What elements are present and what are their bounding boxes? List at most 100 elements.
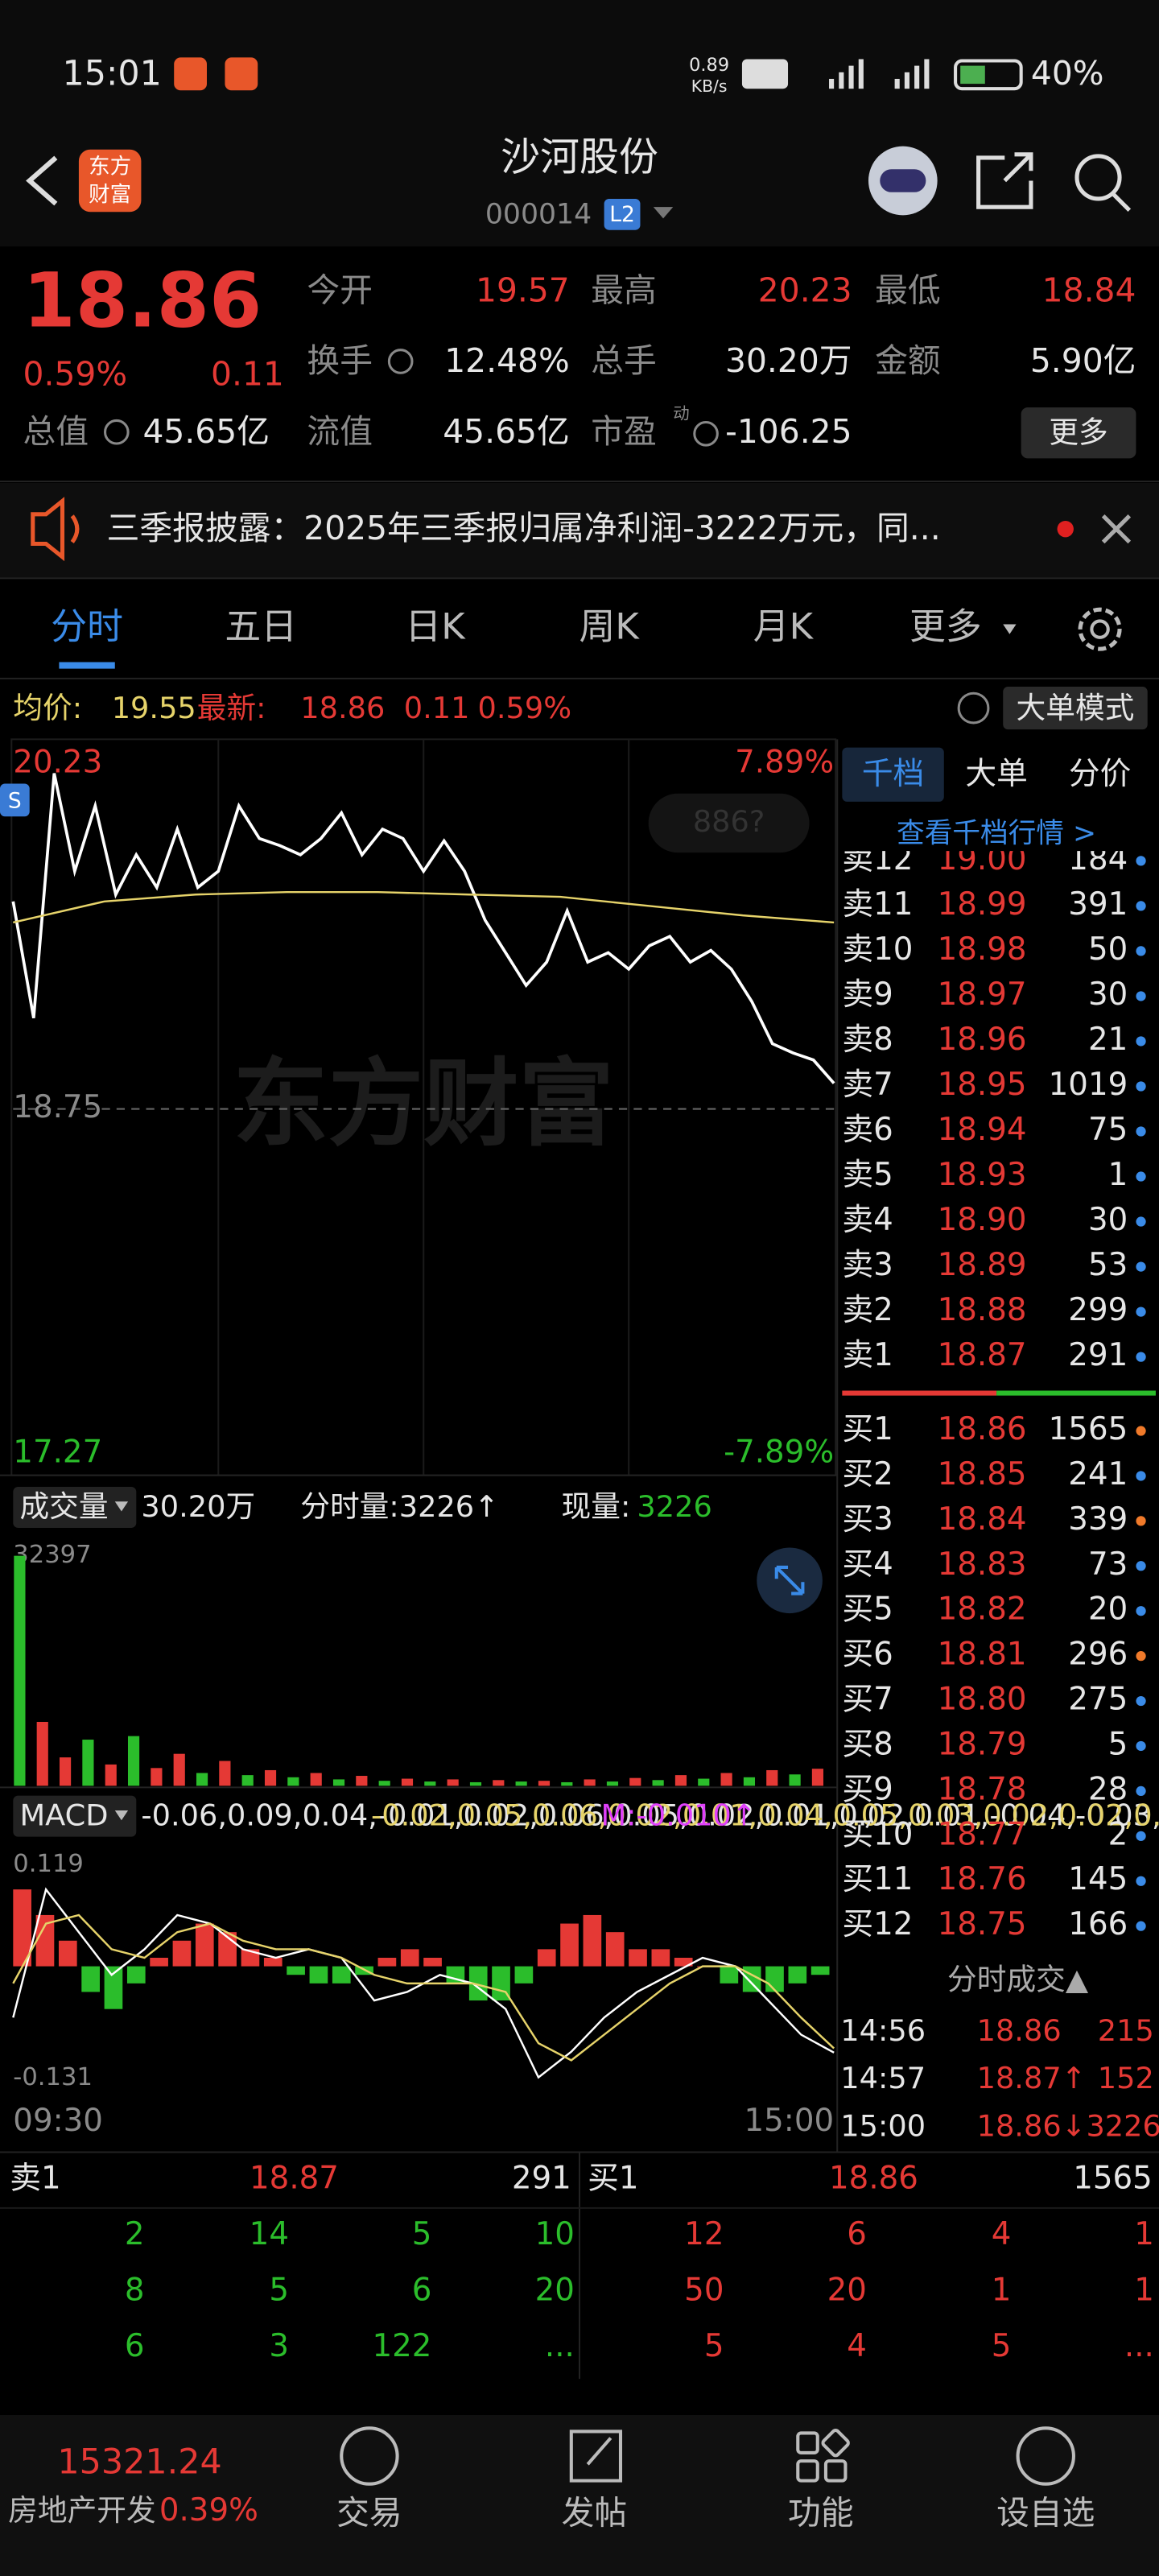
- volume-select-text[interactable]: 成交量: [19, 1489, 108, 1524]
- volume-select[interactable]: [13, 1486, 137, 1528]
- bubble[interactable]: [648, 793, 810, 853]
- nav-label[interactable]: 功能: [788, 2493, 854, 2532]
- book-dot: [1136, 1695, 1146, 1707]
- dropdown-icon[interactable]: [653, 207, 674, 219]
- volume-bar: [789, 1774, 801, 1786]
- info-icon[interactable]: [104, 419, 130, 445]
- dea-line: [12, 1913, 835, 2062]
- close-button[interactable]: [1101, 514, 1132, 544]
- marker-text: S: [8, 788, 22, 813]
- field-value: 30.20万: [725, 341, 852, 380]
- volume-bar: [561, 1781, 573, 1786]
- volume-bar: [469, 1781, 482, 1786]
- sell-queue: 8: [125, 2272, 145, 2308]
- book-tab[interactable]: 大单: [965, 756, 1027, 792]
- header-bg: [0, 0, 1159, 247]
- tab[interactable]: 五日: [225, 605, 297, 648]
- macd-bar: [287, 1966, 305, 1975]
- book-label: 买5: [842, 1591, 893, 1628]
- tab[interactable]: 日K: [405, 605, 466, 648]
- book-link[interactable]: 查看千档行情 >: [897, 818, 1096, 850]
- tab[interactable]: 周K: [580, 605, 641, 648]
- field-value: 5.90亿: [1030, 341, 1136, 380]
- function-icon[interactable]: [796, 2429, 850, 2483]
- y-tick-label: 32397: [13, 1541, 91, 1569]
- volume-bar: [287, 1777, 299, 1786]
- volume-bar: [515, 1781, 527, 1786]
- pe-mark: 动: [673, 403, 689, 423]
- macd-bar: [765, 1966, 784, 1992]
- field-label: 金额: [875, 341, 941, 380]
- nav-label[interactable]: 发帖: [562, 2493, 628, 2532]
- y-tick-label: 20.23: [13, 744, 102, 780]
- tab[interactable]: 月K: [753, 605, 815, 648]
- book-tab[interactable]: 分价: [1069, 756, 1131, 792]
- nav-label[interactable]: 设自选: [996, 2493, 1095, 2532]
- macd-select[interactable]: [13, 1795, 137, 1837]
- settings-button[interactable]: [1078, 607, 1122, 651]
- tab[interactable]: 更多: [909, 605, 982, 648]
- volume-bar: [59, 1757, 72, 1786]
- book-dot: [1136, 901, 1146, 911]
- y-tick-label: 17.27: [13, 1435, 102, 1471]
- share-button[interactable]: [976, 152, 1033, 209]
- macd-bar: [241, 1949, 260, 1967]
- book-tab[interactable]: 千档: [862, 756, 924, 792]
- latest-change: 0.11: [404, 691, 470, 725]
- logo-text: 东方: [89, 155, 131, 180]
- book-dot: [1136, 1126, 1146, 1137]
- field-label: 换手: [307, 341, 373, 380]
- volume-bar: [698, 1778, 710, 1786]
- logo: [78, 149, 142, 213]
- watchlist-icon[interactable]: [1016, 2426, 1075, 2486]
- notice-bg[interactable]: [0, 483, 1159, 579]
- badge: L2: [609, 202, 635, 227]
- sell-queue: 10: [535, 2216, 575, 2252]
- y-tick-label: -0.131: [13, 2063, 93, 2091]
- book-volume: 28: [1088, 1771, 1128, 1807]
- back-button[interactable]: [26, 155, 58, 206]
- notice-text[interactable]: 三季报披露：2025年三季报归属净利润-3222万元，同...: [107, 509, 941, 547]
- tab[interactable]: 分时: [51, 605, 123, 648]
- tab-dropdown: [1003, 624, 1017, 634]
- book-price: 19.00: [938, 841, 1027, 877]
- sell-queue: 6: [125, 2328, 145, 2364]
- index-value: 15321.24: [57, 2442, 221, 2483]
- search-button[interactable]: [1074, 154, 1122, 201]
- volume-bar: [151, 1768, 163, 1786]
- avg-label: 均价:: [13, 691, 82, 725]
- sector-name: 房地产开发: [8, 2493, 156, 2528]
- change: 0.11: [211, 354, 284, 393]
- help-icon[interactable]: [957, 691, 990, 724]
- more-text[interactable]: 更多: [1049, 415, 1107, 449]
- book-volume: 1019: [1049, 1067, 1128, 1103]
- info-icon[interactable]: [693, 420, 719, 447]
- more-button[interactable]: [1021, 407, 1136, 459]
- buy-queue: 50: [684, 2272, 724, 2308]
- post-icon[interactable]: [569, 2429, 623, 2483]
- volume-bar: [105, 1764, 117, 1786]
- volume-bar: [14, 1555, 26, 1786]
- info-icon[interactable]: [387, 349, 414, 374]
- select-arrow: [114, 1501, 129, 1512]
- trade-icon[interactable]: [340, 2426, 399, 2486]
- m-text: M:-0.010↑: [601, 1798, 757, 1833]
- buy-queue: 5: [992, 2328, 1012, 2364]
- macd-bar: [423, 1958, 442, 1967]
- nav-label[interactable]: 交易: [336, 2493, 402, 2532]
- mode-button[interactable]: [1003, 687, 1148, 730]
- book-price: 18.96: [938, 1022, 1027, 1058]
- speaker-icon: [31, 497, 80, 562]
- field-value: 19.57: [476, 270, 570, 309]
- book-label: 卖7: [842, 1067, 893, 1103]
- volume-bar: [127, 1736, 140, 1786]
- trades-title[interactable]: 分时成交▲: [947, 1963, 1089, 1997]
- macd-select-text[interactable]: MACD: [19, 1798, 108, 1833]
- book-volume: 1: [1108, 1157, 1128, 1193]
- book-volume: 145: [1068, 1861, 1128, 1897]
- volume-bar: [674, 1775, 687, 1786]
- mode-text[interactable]: 大单模式: [1017, 691, 1135, 725]
- book-dot: [1136, 1426, 1146, 1436]
- macd-bar: [377, 1958, 397, 1967]
- field-label: 流值: [307, 412, 373, 451]
